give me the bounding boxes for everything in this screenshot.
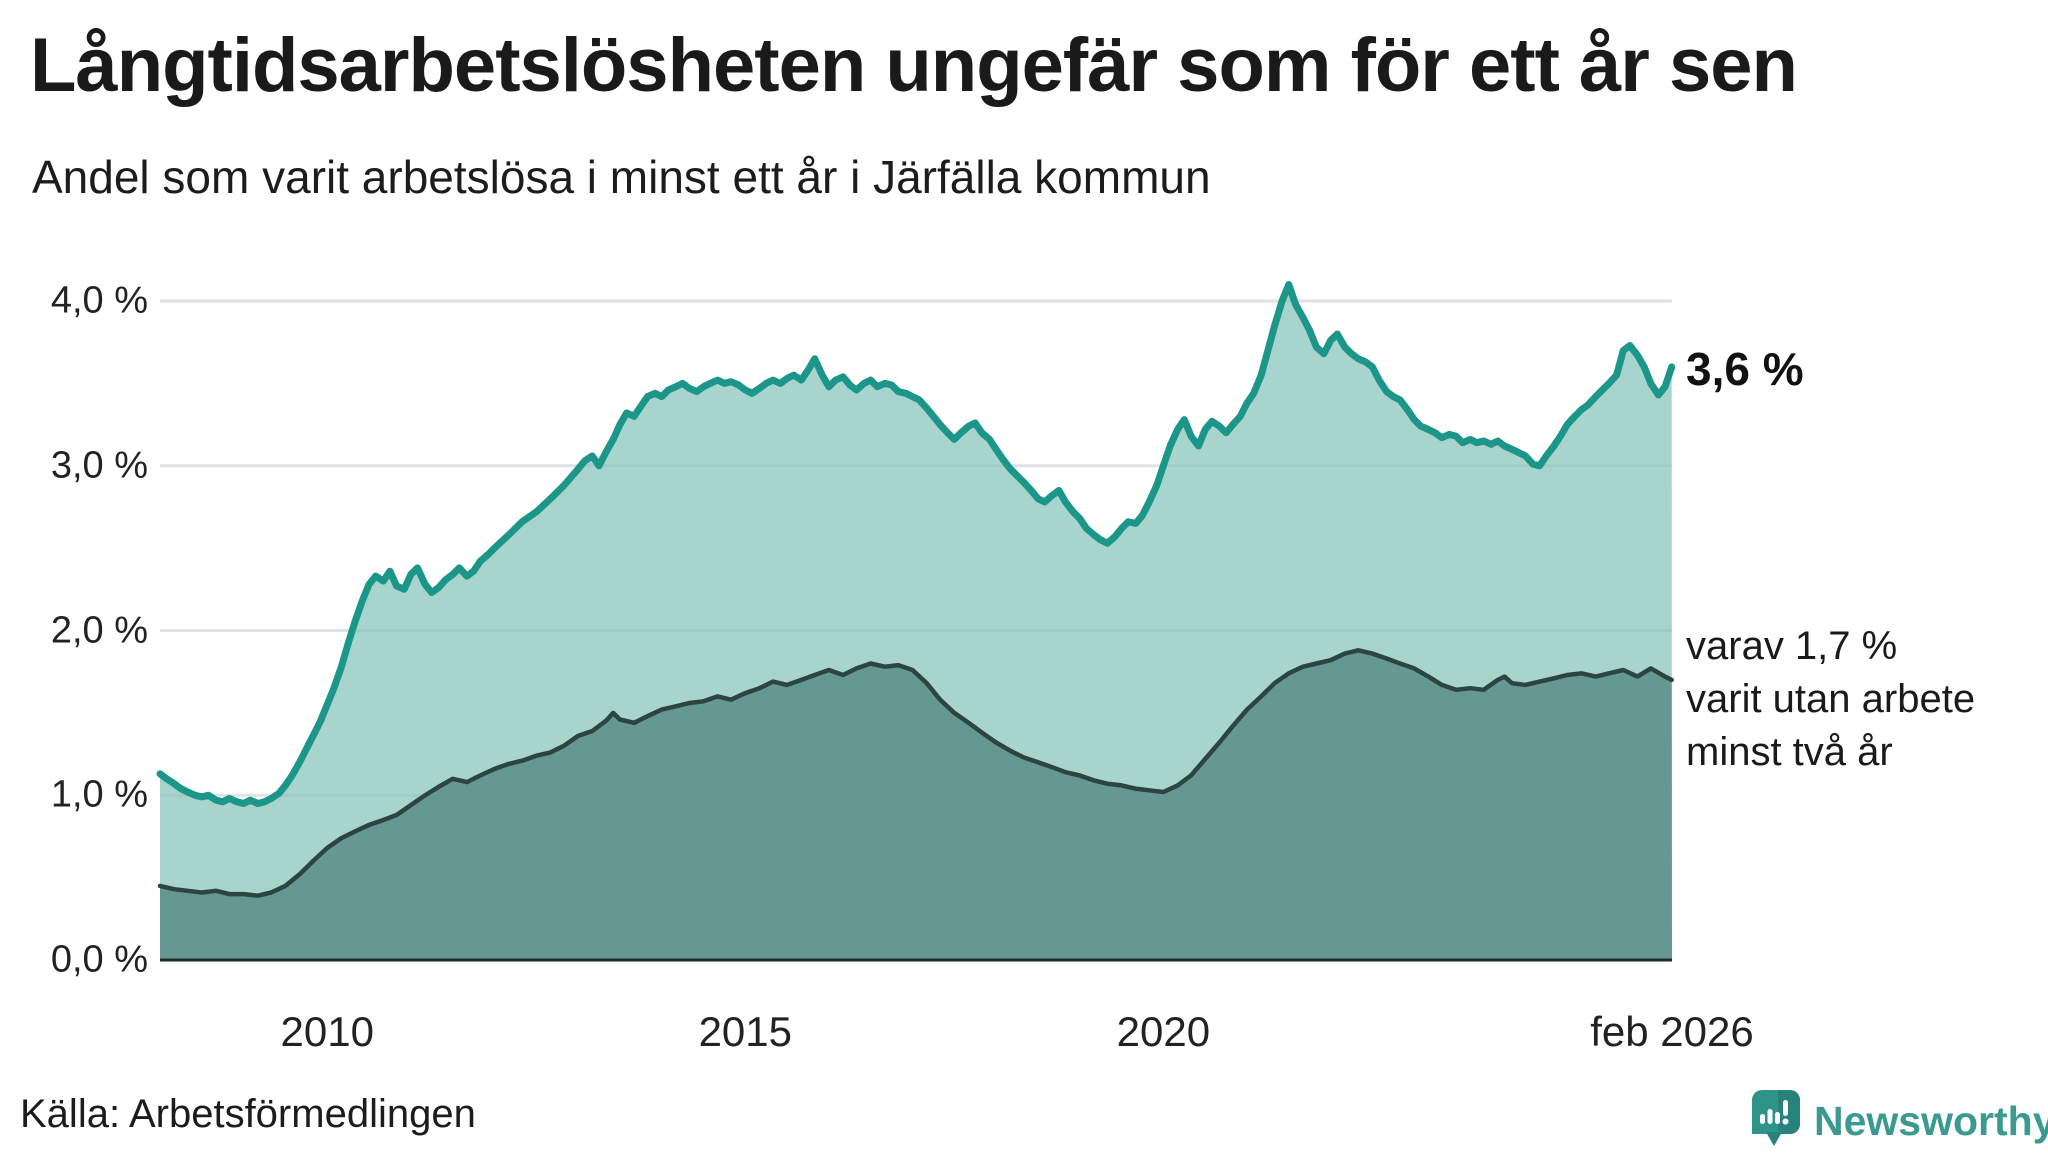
x-axis-label: 2020 (1116, 1008, 1211, 1055)
source-note: Källa: Arbetsförmedlingen (20, 1092, 476, 1136)
page-subtitle: Andel som varit arbetslösa i minst ett å… (32, 151, 1211, 203)
page-title: Långtidsarbetslösheten ungefär som för e… (30, 23, 1798, 108)
y-axis-label: 3,0 % (50, 444, 148, 487)
x-axis-label: 2010 (280, 1008, 374, 1055)
logo-wordmark: Newsworthy (1814, 1098, 2048, 1144)
series-end-label-secondary: varav 1,7 % varit utan arbete minst två … (1686, 624, 1976, 774)
area-unemployed-two-years (160, 650, 1672, 960)
x-axis-label: feb 2026 (1590, 1008, 1754, 1055)
x-axis-label: 2015 (698, 1008, 793, 1055)
series-end-label-total: 3,6 % (1686, 343, 1804, 395)
line-unemployed-one-year (156, 281, 1676, 807)
newsworthy-logo: Newsworthy (1752, 1090, 2048, 1153)
bar-chart-speech-bubble-icon (1752, 1090, 1800, 1153)
y-axis-label: 0,0 % (50, 938, 148, 981)
y-axis-label: 1,0 % (50, 773, 148, 816)
line-unemployed-two-years (157, 648, 1674, 898)
y-axis-label: 2,0 % (50, 609, 148, 651)
y-axis-label: 4,0 % (50, 279, 148, 322)
